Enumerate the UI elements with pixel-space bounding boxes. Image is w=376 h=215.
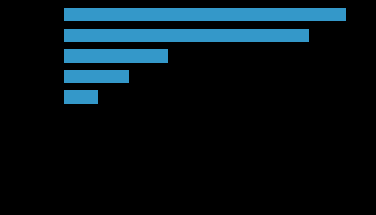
Bar — [64, 8, 346, 21]
Bar — [64, 49, 168, 63]
Bar — [64, 91, 98, 104]
Bar — [64, 29, 309, 42]
Bar — [64, 70, 129, 83]
